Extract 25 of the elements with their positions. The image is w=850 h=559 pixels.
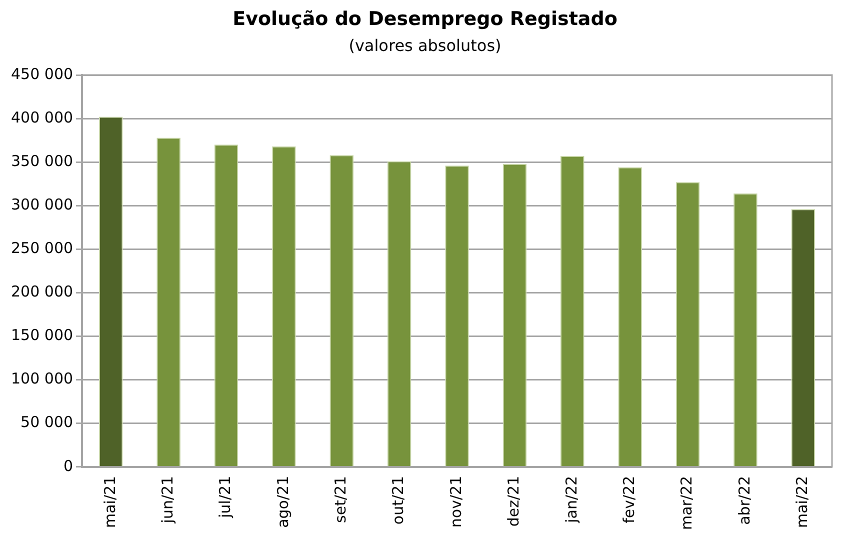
x-tick-label: out/21 — [389, 476, 408, 525]
x-tick-label: fev/22 — [620, 476, 638, 524]
chart-subtitle: (valores absolutos) — [348, 36, 502, 55]
y-tick-label: 50 000 — [20, 413, 74, 432]
y-tick-label: 400 000 — [11, 108, 74, 126]
x-tick-label: set/21 — [332, 476, 350, 523]
y-tick-label: 150 000 — [11, 326, 74, 344]
y-tick-label: 200 000 — [11, 282, 74, 301]
x-tick-label: mai/21 — [100, 476, 119, 528]
x-tick-label: dez/21 — [504, 476, 523, 527]
x-tick-label: nov/21 — [446, 476, 465, 528]
y-tick-label: 350 000 — [11, 152, 74, 170]
x-tick-label: abr/22 — [735, 476, 754, 525]
x-tick-label: ago/21 — [274, 476, 292, 528]
y-tick-label: 450 000 — [11, 64, 74, 83]
y-tick-label: 100 000 — [11, 370, 74, 388]
x-tick-label: jul/21 — [216, 476, 234, 519]
x-tick-label: jan/22 — [562, 476, 580, 524]
y-tick-label: 0 — [63, 456, 74, 475]
chart-title: Evolução do Desemprego Registado — [232, 8, 618, 30]
y-tick-label: 300 000 — [11, 196, 74, 214]
x-tick-label: jun/21 — [158, 476, 176, 524]
x-tick-label: mar/22 — [678, 476, 696, 530]
y-tick-label: 250 000 — [11, 239, 74, 258]
x-tick-label: mai/22 — [793, 476, 812, 528]
